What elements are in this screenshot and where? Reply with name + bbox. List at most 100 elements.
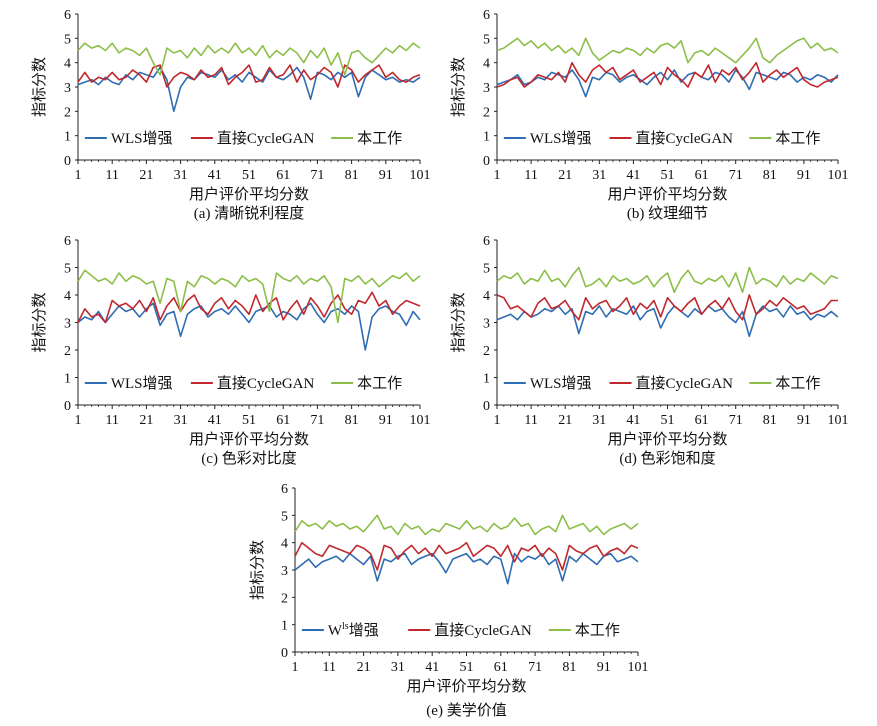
y-tick-label: 5 <box>64 262 71 277</box>
x-tick-label: 21 <box>139 168 153 183</box>
y-tick-label: 0 <box>64 154 71 169</box>
y-tick-label: 3 <box>483 317 490 332</box>
x-tick-label: 101 <box>410 413 431 428</box>
chart-caption: (a) 清晰锐利程度 <box>194 205 304 222</box>
x-tick-label: 61 <box>695 168 709 183</box>
x-axis-title: 用户评价平均分数 <box>189 186 309 203</box>
x-tick-label: 31 <box>391 660 405 675</box>
x-tick-label: 81 <box>345 168 359 183</box>
x-tick-label: 101 <box>828 168 849 183</box>
x-tick-label: 31 <box>174 168 188 183</box>
y-tick-label: 6 <box>483 8 490 23</box>
y-tick-label: 1 <box>64 130 71 145</box>
x-tick-label: 1 <box>494 168 501 183</box>
legend-label-ours: 本工作 <box>357 375 402 392</box>
series-line-cyclegan <box>496 294 838 321</box>
x-tick-label: 21 <box>139 413 153 428</box>
x-tick-label: 91 <box>597 660 611 675</box>
legend-label-wls: Wls增强 <box>328 621 379 639</box>
y-tick-label: 4 <box>483 57 490 72</box>
x-tick-label: 41 <box>626 413 640 428</box>
legend-label-cyclegan: 直接CycleGAN <box>217 375 315 392</box>
x-tick-label: 81 <box>345 413 359 428</box>
y-tick-label: 0 <box>483 154 490 169</box>
y-tick-label: 2 <box>64 105 71 120</box>
chart-caption: (d) 色彩饱和度 <box>619 450 715 467</box>
series-line-cyclegan <box>77 64 421 88</box>
x-tick-label: 51 <box>661 413 675 428</box>
y-tick-label: 5 <box>483 32 490 47</box>
x-tick-label: 101 <box>410 168 431 183</box>
series-line-ours <box>496 37 839 64</box>
legend-label-cyclegan: 直接CycleGAN <box>636 130 734 147</box>
x-tick-label: 11 <box>323 660 336 675</box>
x-tick-label: 71 <box>310 168 324 183</box>
x-tick-label: 1 <box>494 413 501 428</box>
x-tick-label: 31 <box>592 168 606 183</box>
y-tick-label: 6 <box>483 234 490 249</box>
x-tick-label: 61 <box>494 660 508 675</box>
x-tick-label: 41 <box>626 168 640 183</box>
series-line-ours <box>294 514 639 536</box>
y-tick-label: 1 <box>483 372 490 387</box>
legend-label-cyclegan: 直接CycleGAN <box>636 375 734 392</box>
series-line-cyclegan <box>496 61 839 88</box>
x-tick-label: 71 <box>729 413 743 428</box>
x-tick-label: 51 <box>242 413 256 428</box>
x-tick-label: 61 <box>276 168 290 183</box>
y-tick-label: 4 <box>483 289 490 304</box>
x-tick-label: 31 <box>174 413 188 428</box>
y-axis-title: 指标分数 <box>31 292 48 352</box>
y-tick-label: 0 <box>64 399 71 414</box>
legend-label-cyclegan: 直接CycleGAN <box>217 130 315 147</box>
x-tick-label: 91 <box>797 168 811 183</box>
x-tick-label: 61 <box>695 413 709 428</box>
x-tick-label: 21 <box>357 660 371 675</box>
series-line-ours <box>77 269 421 324</box>
x-axis-title: 用户评价平均分数 <box>607 431 727 448</box>
x-axis-title: 用户评价平均分数 <box>607 186 727 203</box>
y-axis-title: 指标分数 <box>249 540 266 600</box>
x-tick-label: 101 <box>828 413 849 428</box>
x-tick-label: 71 <box>310 413 324 428</box>
x-tick-label: 31 <box>592 413 606 428</box>
x-tick-label: 1 <box>75 168 82 183</box>
y-tick-label: 5 <box>483 262 490 277</box>
y-tick-label: 0 <box>281 646 288 661</box>
y-axis-title: 指标分数 <box>31 57 48 117</box>
x-tick-label: 21 <box>558 413 572 428</box>
x-tick-label: 1 <box>75 413 82 428</box>
y-tick-label: 2 <box>64 344 71 359</box>
y-tick-label: 1 <box>64 372 71 387</box>
y-tick-label: 6 <box>64 234 71 249</box>
y-tick-label: 6 <box>64 8 71 23</box>
chart-caption: (c) 色彩对比度 <box>201 450 296 467</box>
y-tick-label: 6 <box>281 482 288 497</box>
x-tick-label: 61 <box>276 413 290 428</box>
y-tick-label: 3 <box>64 81 71 96</box>
legend-label-wls: WLS增强 <box>111 375 173 392</box>
legend-label-wls: WLS增强 <box>530 375 592 392</box>
legend-label-ours: 本工作 <box>575 622 620 639</box>
y-tick-label: 1 <box>281 619 288 634</box>
legend-label-ours: 本工作 <box>775 130 820 147</box>
chart-caption: (b) 纹理细节 <box>627 205 708 222</box>
x-axis-title: 用户评价平均分数 <box>189 431 309 448</box>
y-tick-label: 2 <box>483 344 490 359</box>
y-tick-label: 2 <box>281 591 288 606</box>
y-axis-title: 指标分数 <box>450 57 467 117</box>
x-axis-title: 用户评价平均分数 <box>406 678 526 695</box>
x-tick-label: 11 <box>524 168 537 183</box>
x-tick-label: 11 <box>105 168 118 183</box>
series-line-cyclegan <box>294 541 639 571</box>
series-line-ours <box>496 266 839 294</box>
x-tick-label: 1 <box>292 660 299 675</box>
y-tick-label: 3 <box>64 317 71 332</box>
x-tick-label: 71 <box>528 660 542 675</box>
y-tick-label: 3 <box>483 81 490 96</box>
